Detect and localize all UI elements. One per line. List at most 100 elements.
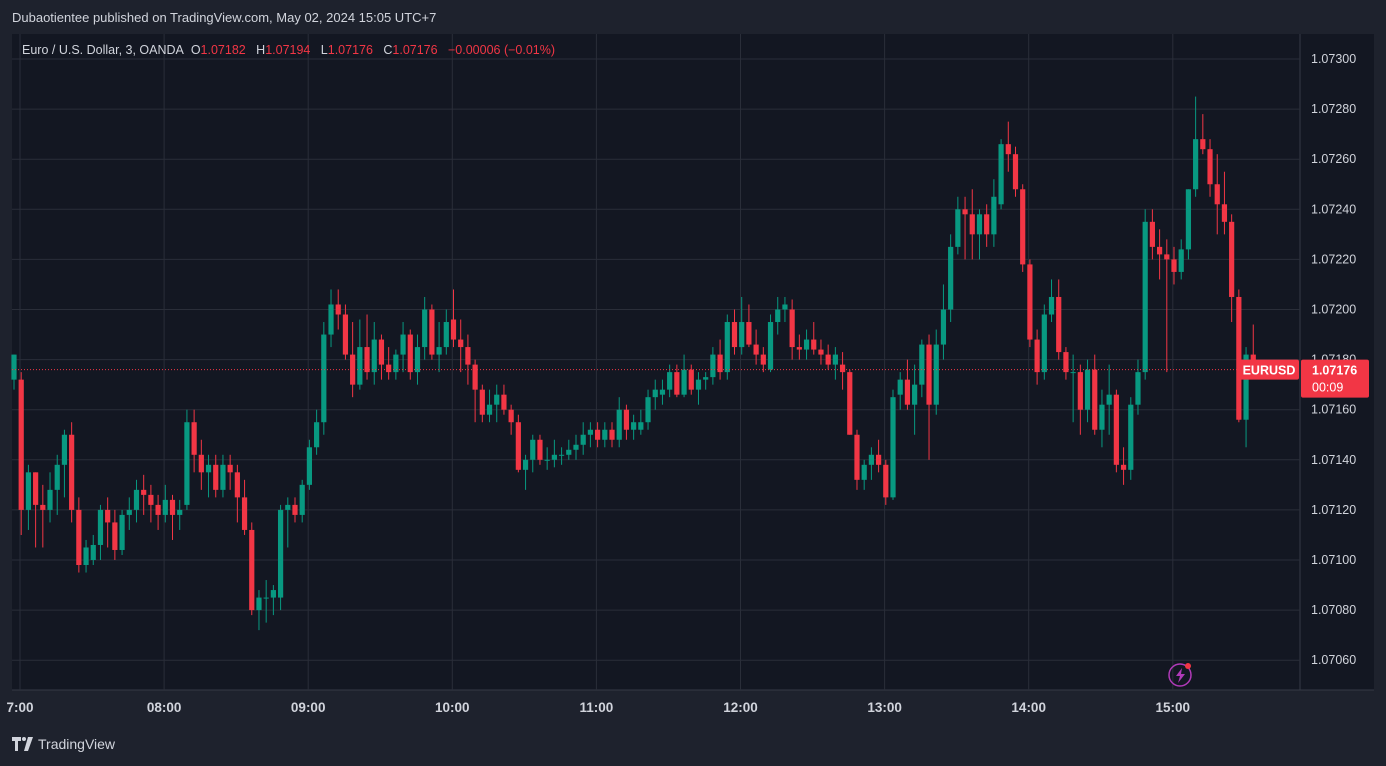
candle: [371, 322, 377, 385]
candle: [731, 309, 738, 355]
candle: [314, 409, 320, 455]
candle-body: [775, 309, 781, 323]
candle: [249, 522, 255, 616]
candle-body: [162, 499, 168, 515]
candle: [1099, 389, 1105, 448]
candle-body: [623, 409, 630, 430]
candle-body: [962, 209, 968, 215]
candle-body: [746, 322, 752, 345]
candle: [883, 459, 889, 505]
candle: [1027, 259, 1033, 348]
candle: [1106, 364, 1112, 435]
candle-body: [1084, 369, 1091, 410]
candle: [904, 359, 911, 410]
lightning-icon[interactable]: [1168, 663, 1192, 687]
candle: [710, 347, 716, 385]
candle-body: [991, 196, 997, 235]
candle-body: [508, 409, 514, 423]
candle: [213, 454, 219, 498]
candle-body: [1207, 149, 1213, 185]
candle-body: [1063, 352, 1069, 373]
candle: [277, 504, 284, 611]
candle-body: [659, 389, 666, 395]
candle: [472, 359, 478, 423]
candle-body: [1027, 264, 1033, 340]
candle-body: [184, 422, 190, 505]
candle: [1193, 96, 1199, 197]
candle: [97, 504, 104, 560]
candle-body: [191, 422, 197, 455]
candle-body: [638, 422, 644, 430]
candle: [126, 497, 132, 530]
candle: [256, 590, 262, 631]
candle: [861, 459, 867, 490]
candle-body: [54, 464, 60, 490]
x-tick-label: 09:00: [291, 700, 326, 715]
candle: [1200, 114, 1206, 155]
candle: [623, 404, 630, 440]
candle-body: [883, 464, 889, 498]
candle-body: [472, 364, 478, 390]
candle: [1221, 171, 1228, 235]
candle-body: [753, 344, 759, 355]
y-tick-label: 1.07300: [1311, 52, 1356, 66]
candle: [141, 474, 147, 515]
candle-body: [1185, 189, 1192, 250]
candle: [854, 429, 860, 490]
candle: [292, 497, 298, 523]
candle: [33, 472, 39, 548]
y-tick-label: 1.07220: [1311, 252, 1356, 266]
candle: [522, 454, 529, 490]
candle: [47, 472, 53, 523]
candle-body: [198, 454, 204, 473]
candle-body: [616, 409, 622, 440]
candle: [378, 334, 385, 380]
open-value: 1.07182: [200, 43, 246, 57]
candle: [335, 289, 341, 330]
candle-body: [1135, 372, 1141, 405]
candle-body: [1056, 296, 1062, 353]
candle-body: [940, 309, 947, 345]
candle-body: [465, 347, 471, 365]
candle-body: [1077, 372, 1083, 410]
candle-body: [796, 347, 802, 350]
candle: [1149, 209, 1155, 260]
candle-body: [544, 459, 550, 461]
candle: [133, 479, 140, 523]
candle-body: [292, 504, 298, 515]
candle: [609, 422, 615, 448]
candle-body: [1012, 154, 1019, 190]
candle-body: [61, 434, 68, 465]
candle-body: [1005, 144, 1011, 155]
candle-body: [551, 454, 557, 460]
candle: [616, 397, 622, 448]
candle-body: [847, 372, 853, 435]
candle-body: [342, 314, 349, 355]
candle: [1048, 279, 1055, 323]
candle-body: [1092, 369, 1098, 430]
candle-body: [1142, 221, 1148, 373]
candle-body: [631, 422, 637, 430]
candle-body: [530, 439, 536, 460]
candle: [1128, 397, 1134, 480]
x-tick-label: 10:00: [435, 700, 470, 715]
candle-body: [1113, 394, 1119, 465]
candle-body: [213, 464, 219, 490]
candle-body: [479, 389, 485, 415]
candle: [234, 464, 240, 523]
candle: [544, 447, 550, 470]
tradingview-logo[interactable]: TradingView: [12, 736, 115, 752]
symbol-tag: [1239, 359, 1299, 380]
candle-body: [90, 544, 96, 560]
candle-body: [256, 597, 262, 611]
candle: [393, 349, 399, 380]
candle: [18, 372, 24, 535]
candle-body: [494, 394, 500, 405]
symbol-title[interactable]: Euro / U.S. Dollar, 3, OANDA: [22, 43, 184, 57]
candle-body: [566, 449, 572, 455]
candle-body: [400, 334, 406, 355]
candle-body: [407, 334, 413, 373]
candle-body: [919, 344, 925, 385]
candle-body: [40, 504, 46, 510]
